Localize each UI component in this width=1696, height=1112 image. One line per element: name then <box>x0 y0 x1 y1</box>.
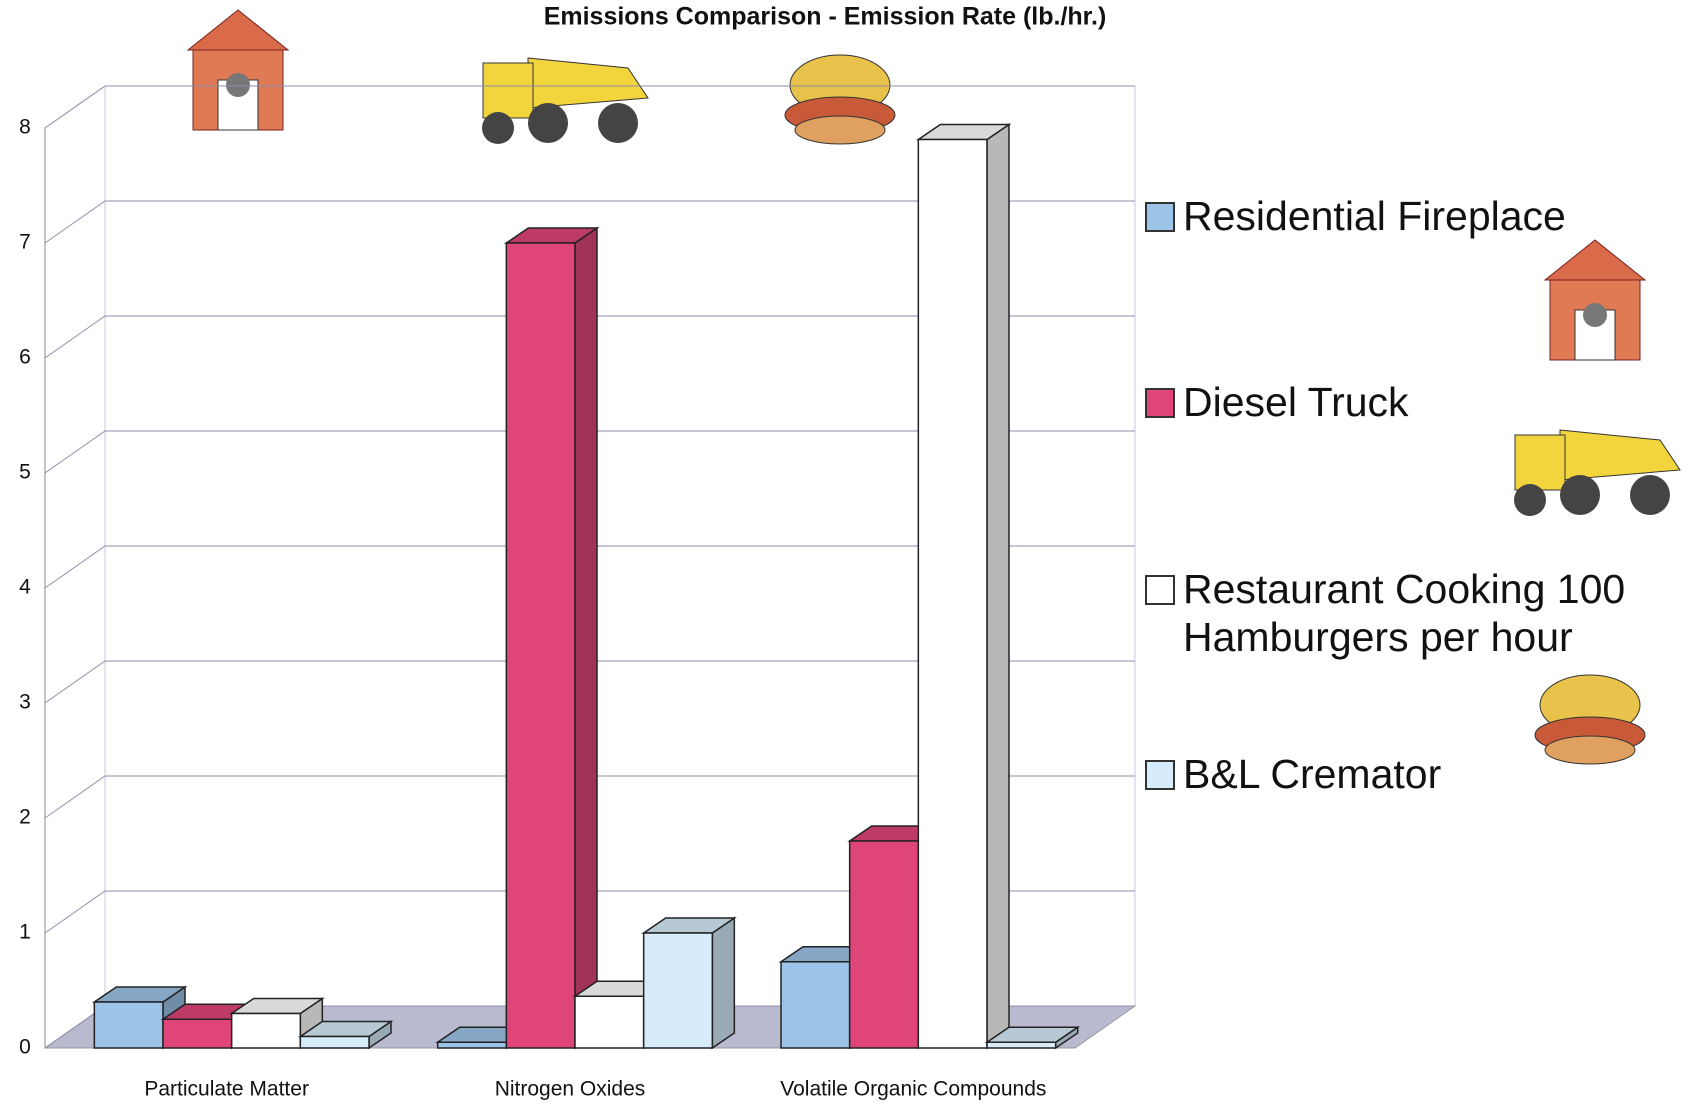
bar-front <box>918 140 987 1049</box>
legend-item: Restaurant Cooking 100 Hamburgers per ho… <box>1145 565 1685 661</box>
truck-icon <box>1514 430 1680 516</box>
bar-front <box>644 933 713 1048</box>
x-tick-label: Volatile Organic Compounds <box>780 1078 1046 1101</box>
legend-swatch <box>1145 760 1175 790</box>
bar <box>918 125 1009 1049</box>
legend-item: Residential Fireplace <box>1145 192 1685 240</box>
chart: Emissions Comparison - Emission Rate (lb… <box>0 0 1696 1112</box>
bar-front <box>94 1002 163 1048</box>
y-tick-label: 4 <box>19 576 31 599</box>
legend-label: B&L Cremator <box>1183 750 1441 798</box>
bar <box>644 918 735 1048</box>
y-tick-label: 8 <box>19 116 31 139</box>
bar-front <box>163 1019 232 1048</box>
legend-label: Residential Fireplace <box>1183 192 1566 240</box>
legend-label: Diesel Truck <box>1183 378 1409 426</box>
bar-front <box>438 1042 507 1048</box>
chart-title: Emissions Comparison - Emission Rate (lb… <box>544 3 1107 31</box>
fireplace-icon <box>188 10 288 130</box>
y-tick-label: 5 <box>19 461 31 484</box>
y-tick-label: 6 <box>19 346 31 369</box>
x-tick-label: Particulate Matter <box>144 1078 309 1101</box>
bar-front <box>506 243 575 1048</box>
bar-front <box>850 841 919 1048</box>
bar-side <box>987 125 1009 1049</box>
y-tick-label: 7 <box>19 231 31 254</box>
x-tick-label: Nitrogen Oxides <box>495 1078 646 1101</box>
y-tick-label: 2 <box>19 806 31 829</box>
bar-front <box>781 962 850 1048</box>
bar <box>506 228 597 1048</box>
y-tick-label: 3 <box>19 691 31 714</box>
legend-swatch <box>1145 575 1175 605</box>
bar-side <box>712 918 734 1048</box>
burger-icon <box>785 55 895 144</box>
legend-item: Diesel Truck <box>1145 378 1685 426</box>
legend-swatch <box>1145 388 1175 418</box>
fireplace-icon <box>1545 240 1645 360</box>
bar-front <box>987 1042 1056 1048</box>
legend-swatch <box>1145 202 1175 232</box>
y-tick-label: 0 <box>19 1036 31 1059</box>
bar-front <box>575 996 644 1048</box>
bar-side <box>575 228 597 1048</box>
bar-front <box>300 1037 369 1049</box>
truck-icon <box>482 58 648 144</box>
page: Emissions Comparison - Emission Rate (lb… <box>0 0 1696 1112</box>
bar-front <box>232 1014 301 1049</box>
legend-item: B&L Cremator <box>1145 750 1685 798</box>
y-tick-label: 1 <box>19 921 31 944</box>
legend-label: Restaurant Cooking 100 Hamburgers per ho… <box>1183 565 1685 661</box>
